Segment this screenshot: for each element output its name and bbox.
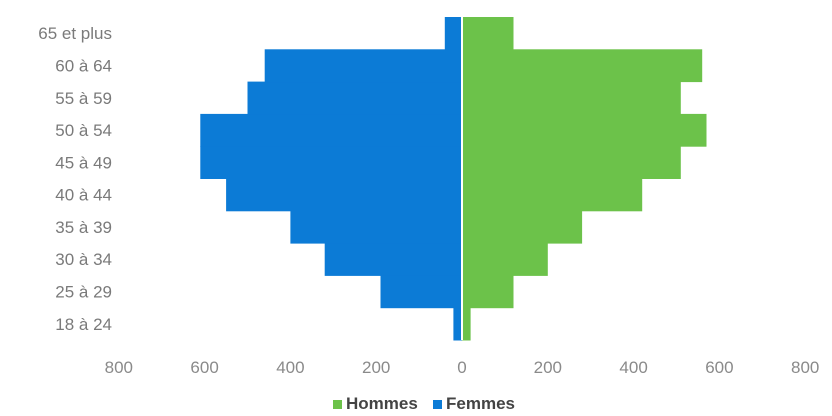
legend-swatch-hommes	[333, 400, 342, 409]
bar-hommes-60-64	[462, 49, 703, 83]
bar-femmes-60-64	[264, 49, 462, 83]
category-labels: 18 à 24 25 à 29 30 à 34 35 à 39 40 à 44 45 à …	[38, 24, 112, 334]
category-label-18-24: 18 à 24	[55, 315, 112, 334]
category-label-25-29: 25 à 29	[55, 283, 112, 302]
bar-hommes-65-et-plus	[462, 17, 514, 50]
x-tick-label-1: 600	[190, 358, 218, 377]
bar-femmes-25-29	[380, 275, 462, 309]
x-tick-label-7: 600	[705, 358, 733, 377]
x-tick-label-6: 400	[619, 358, 647, 377]
category-label-50-54: 50 à 54	[55, 121, 112, 140]
bar-hommes-45-49	[462, 146, 681, 179]
x-tick-label-4: 0	[457, 358, 466, 377]
bars-group	[200, 17, 707, 341]
category-label-65-et-plus: 65 et plus	[38, 24, 112, 43]
bar-femmes-40-44	[226, 178, 462, 212]
x-tick-label-2: 400	[276, 358, 304, 377]
bar-femmes-35-39	[290, 210, 462, 244]
x-tick-label-3: 200	[362, 358, 390, 377]
x-axis-tick-labels: 800 600 400 200 0 200 400 600 800	[105, 358, 820, 377]
category-label-55-59: 55 à 59	[55, 89, 112, 108]
legend-label-hommes: Hommes	[346, 394, 418, 413]
legend: Hommes Femmes	[333, 394, 515, 413]
bar-hommes-25-29	[462, 275, 514, 309]
bar-hommes-50-54	[462, 113, 707, 147]
bar-femmes-45-49	[200, 146, 463, 179]
category-label-30-34: 30 à 34	[55, 250, 112, 269]
category-label-45-49: 45 à 49	[55, 153, 112, 172]
category-label-60-64: 60 à 64	[55, 56, 112, 75]
bar-femmes-50-54	[200, 113, 463, 147]
bar-hommes-30-34	[462, 243, 548, 276]
category-label-40-44: 40 à 44	[55, 186, 112, 205]
bar-femmes-65-et-plus	[444, 17, 462, 50]
bar-femmes-30-34	[324, 243, 462, 276]
x-tick-label-8: 800	[791, 358, 819, 377]
bar-hommes-18-24	[462, 307, 471, 341]
legend-swatch-femmes	[433, 400, 442, 409]
x-tick-label-5: 200	[534, 358, 562, 377]
bar-hommes-55-59	[462, 81, 681, 115]
bar-femmes-55-59	[247, 81, 462, 115]
legend-label-femmes: Femmes	[446, 394, 515, 413]
bar-hommes-35-39	[462, 210, 583, 244]
x-tick-label-0: 800	[105, 358, 133, 377]
bar-hommes-40-44	[462, 178, 643, 212]
category-label-35-39: 35 à 39	[55, 218, 112, 237]
bar-femmes-18-24	[453, 307, 462, 341]
